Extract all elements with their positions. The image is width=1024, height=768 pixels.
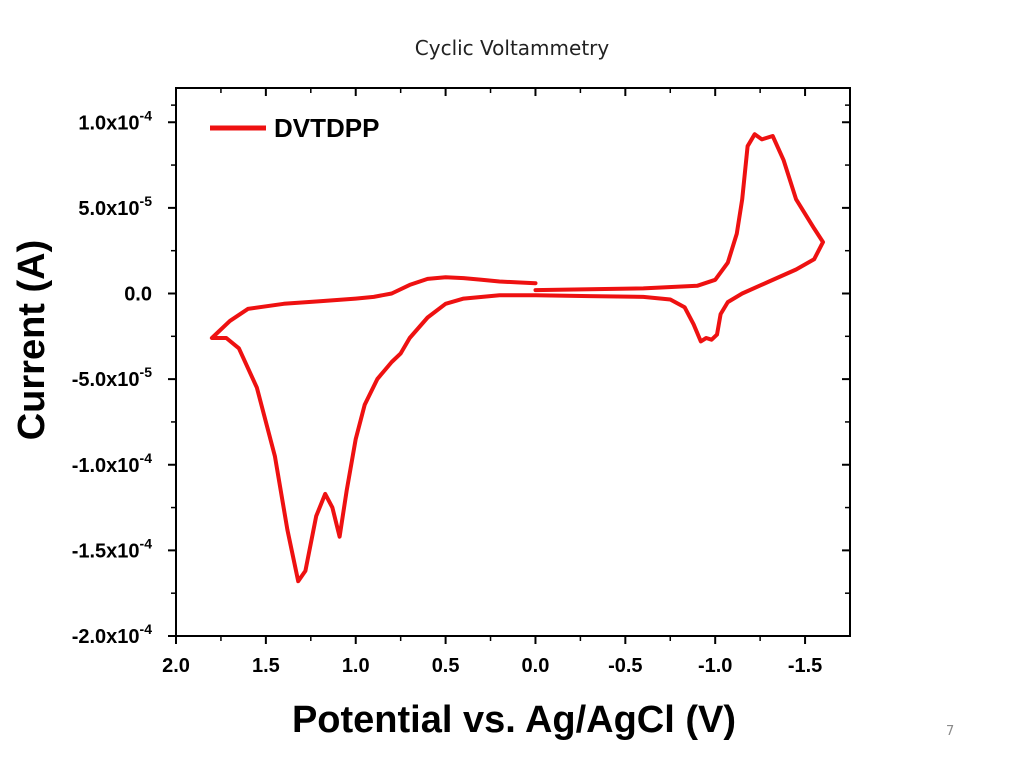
x-tick-label: 1.0 [342, 655, 370, 677]
x-tick-label: 2.0 [162, 655, 190, 677]
y-tick-label: 0.0 [124, 284, 152, 306]
x-tick-label: -1.5 [788, 655, 822, 677]
series-layer [209, 132, 825, 584]
y-tick-label: 5.0x10-5 [78, 193, 152, 220]
x-tick-label: 0.5 [432, 655, 460, 677]
x-tick-label: -0.5 [608, 655, 642, 677]
x-tick-label: -1.0 [698, 655, 732, 677]
x-axis-ticks: 2.0 1.5 1.0 0.5 0.0 -0.5 -1.0 -1.5 [162, 88, 822, 677]
slide-title: Cyclic Voltammetry [414, 36, 610, 60]
legend: DVTDPP [210, 113, 379, 143]
x-axis-title: Potential vs. Ag/AgCl (V) [292, 699, 736, 741]
series-line-dvtdpp [209, 132, 825, 584]
y-axis-title: Current (A) [11, 240, 53, 441]
legend-label-dvtdpp: DVTDPP [274, 113, 379, 143]
y-tick-label: -1.0x10-4 [72, 450, 153, 477]
page-number: 7 [946, 724, 955, 739]
y-tick-label: -2.0x10-4 [72, 621, 153, 648]
plot-border [175, 87, 851, 637]
y-tick-label: -1.5x10-4 [72, 535, 153, 562]
x-tick-label: 0.0 [522, 655, 550, 677]
y-tick-label: 1.0x10-4 [78, 107, 152, 134]
plot-frame [175, 87, 851, 637]
y-tick-label: -5.0x10-5 [72, 364, 153, 391]
y-axis-ticks: -2.0x10-4 -1.5x10-4 -1.0x10-4 -5.0x10-5 0.0 5… [72, 104, 850, 648]
x-tick-label: 1.5 [252, 655, 280, 677]
